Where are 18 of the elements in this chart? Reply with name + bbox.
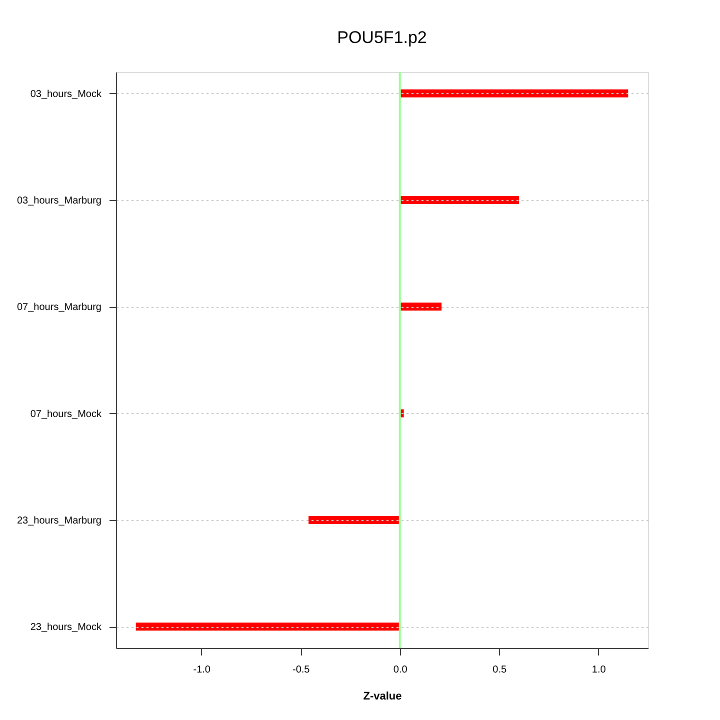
x-tick-label: 0.5 [492, 664, 508, 676]
bar [136, 622, 400, 631]
y-tick-label: 03_hours_Marburg [17, 196, 102, 206]
y-tick-label: 07_hours_Mock [30, 408, 102, 420]
x-tick-label: 0.0 [393, 664, 408, 676]
y-tick-label: 23_hours_Mock [30, 622, 102, 634]
chart-title: POU5F1.p2 [337, 28, 427, 47]
x-tick-label: -1.0 [193, 664, 211, 676]
x-tick-label: 1.0 [592, 664, 606, 676]
y-tick-label: 07_hours_Marburg [17, 302, 102, 314]
bar [400, 89, 628, 98]
y-tick-label: 23_hours_Marburg [17, 516, 102, 526]
x-tick-label: -0.5 [292, 664, 310, 676]
bar [308, 516, 400, 524]
x-axis-title: Z-value [363, 690, 402, 702]
bar [400, 196, 519, 204]
bar [400, 302, 442, 311]
y-tick-label: 03_hours_Mock [30, 88, 102, 100]
